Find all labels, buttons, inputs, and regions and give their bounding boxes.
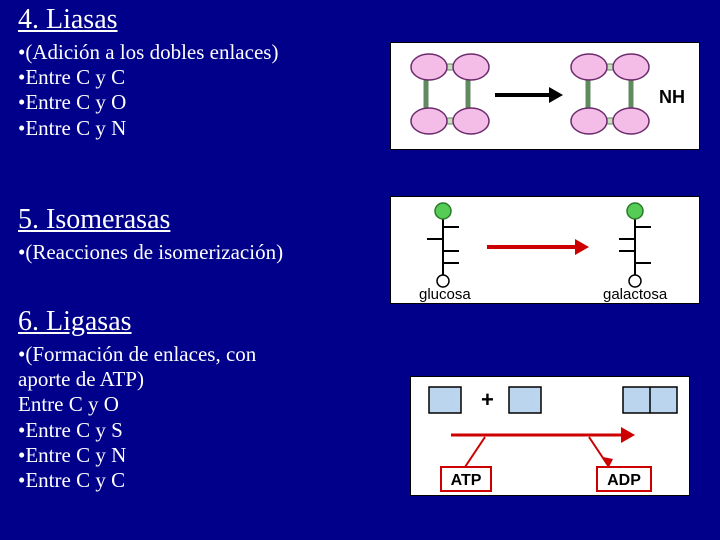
bullet: •Entre C y C [18, 65, 278, 90]
heading-liasas: 4. Liasas [18, 4, 278, 36]
section-isomerasas: 5. Isomerasas •(Reacciones de isomerizac… [18, 204, 283, 265]
isomerasas-svg: glucosa galactosa [391, 197, 701, 305]
bullet: •Entre C y O [18, 90, 278, 115]
bullet: •Entre C y N [18, 443, 256, 468]
svg-text:ATP: ATP [451, 472, 482, 489]
bullet: •Entre C y C [18, 468, 256, 493]
svg-text:glucosa: glucosa [419, 286, 471, 303]
heading-ligasas: 6. Ligasas [18, 306, 256, 338]
bullet: •(Adición a los dobles enlaces) [18, 40, 278, 65]
diagram-liasas: NH [390, 42, 700, 150]
section-liasas: 4. Liasas •(Adición a los dobles enlaces… [18, 4, 278, 141]
bullet: •Entre C y S [18, 418, 256, 443]
heading-isomerasas: 5. Isomerasas [18, 204, 283, 236]
bullet: aporte de ATP) [18, 367, 256, 392]
bullet: •(Formación de enlaces, con [18, 342, 256, 367]
ligasas-svg: + ATP ADP [411, 377, 691, 497]
svg-text:galactosa: galactosa [603, 286, 668, 303]
bullet: Entre C y O [18, 392, 256, 417]
bullet: •Entre C y N [18, 116, 278, 141]
svg-text:NH: NH [659, 87, 685, 107]
bullet: •(Reacciones de isomerización) [18, 240, 283, 265]
section-ligasas: 6. Ligasas •(Formación de enlaces, con a… [18, 306, 256, 493]
svg-text:ADP: ADP [607, 472, 641, 489]
liasas-svg: NH [391, 43, 701, 151]
svg-text:+: + [481, 387, 494, 412]
diagram-isomerasas: glucosa galactosa [390, 196, 700, 304]
diagram-ligasas: + ATP ADP [410, 376, 690, 496]
